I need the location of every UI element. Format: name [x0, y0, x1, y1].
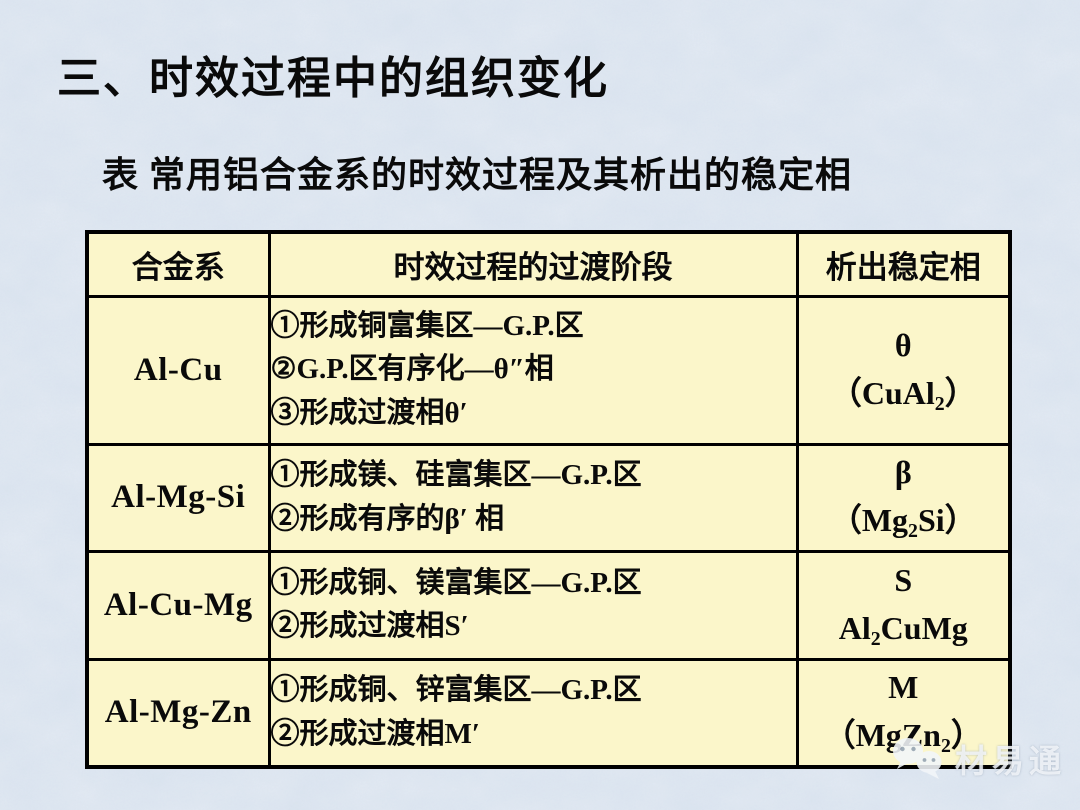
- alloy-name: Al-Cu: [85, 294, 271, 446]
- aging-process-table: 合金系 时效过程的过渡阶段 析出稳定相 Al-Cu ①形成铜富集区—G.P.区 …: [85, 230, 1012, 769]
- stage-line: ②形成过渡相S′: [270, 610, 469, 642]
- stage-line: ③形成过渡相θ′: [270, 396, 468, 429]
- phase-formula: Al2CuMg: [838, 609, 968, 650]
- stable-phase: β （Mg2Si）: [795, 442, 1012, 553]
- phase-formula: （MgZn2）: [823, 717, 983, 758]
- phase-formula: （CuAl2）: [829, 374, 977, 415]
- alloy-name: Al-Cu-Mg: [85, 549, 271, 661]
- table-row: Al-Cu ①形成铜富集区—G.P.区 ②G.P.区有序化—θ″相 ③形成过渡相…: [85, 294, 1012, 446]
- stage-line: ②形成过渡相M′: [270, 717, 481, 750]
- phase-formula: （Mg2Si）: [829, 502, 977, 543]
- phase-symbol: S: [894, 561, 913, 598]
- phase-symbol: θ: [894, 326, 912, 363]
- stage-line: ①形成镁、硅富集区—G.P.区: [270, 459, 642, 491]
- table-row: Al-Cu-Mg ①形成铜、镁富集区—G.P.区 ②形成过渡相S′ S Al2C…: [85, 549, 1012, 661]
- stage-list: ①形成铜、镁富集区—G.P.区 ②形成过渡相S′: [267, 549, 799, 661]
- stage-line: ②形成有序的β′ 相: [270, 502, 505, 535]
- stable-phase: θ （CuAl2）: [795, 294, 1012, 446]
- table-header-row: 合金系 时效过程的过渡阶段 析出稳定相: [85, 230, 1012, 298]
- phase-symbol: M: [888, 669, 919, 706]
- watermark: 材易通: [891, 736, 1066, 782]
- table-row: Al-Mg-Si ①形成镁、硅富集区—G.P.区 ②形成有序的β′ 相 β （M…: [85, 442, 1012, 553]
- col-header-alloy-system: 合金系: [85, 230, 271, 298]
- stage-line: ②G.P.区有序化—θ″相: [270, 353, 554, 386]
- stage-line: ①形成铜、锌富集区—G.P.区: [270, 674, 642, 707]
- table-caption: 表 常用铝合金系的时效过程及其析出的稳定相: [102, 155, 853, 195]
- col-header-stable-phase: 析出稳定相: [795, 230, 1012, 298]
- stage-list: ①形成镁、硅富集区—G.P.区 ②形成有序的β′ 相: [267, 442, 799, 553]
- table-row: Al-Mg-Zn ①形成铜、锌富集区—G.P.区 ②形成过渡相M′ M （MgZ…: [85, 657, 1012, 769]
- wechat-bubbles-icon: [892, 738, 942, 779]
- stage-list: ①形成铜富集区—G.P.区 ②G.P.区有序化—θ″相 ③形成过渡相θ′: [267, 294, 799, 446]
- watermark-label: 材易通: [954, 743, 1066, 779]
- page-title: 三、时效过程中的组织变化: [57, 54, 609, 103]
- col-header-transition-stages: 时效过程的过渡阶段: [267, 230, 799, 298]
- alloy-name: Al-Mg-Si: [85, 442, 271, 553]
- stage-line: ①形成铜、镁富集区—G.P.区: [270, 566, 642, 599]
- stage-list: ①形成铜、锌富集区—G.P.区 ②形成过渡相M′: [267, 657, 799, 769]
- alloy-name: Al-Mg-Zn: [85, 657, 271, 769]
- stable-phase: S Al2CuMg: [795, 549, 1012, 661]
- stage-line: ①形成铜富集区—G.P.区: [270, 309, 584, 342]
- phase-symbol: β: [894, 454, 912, 491]
